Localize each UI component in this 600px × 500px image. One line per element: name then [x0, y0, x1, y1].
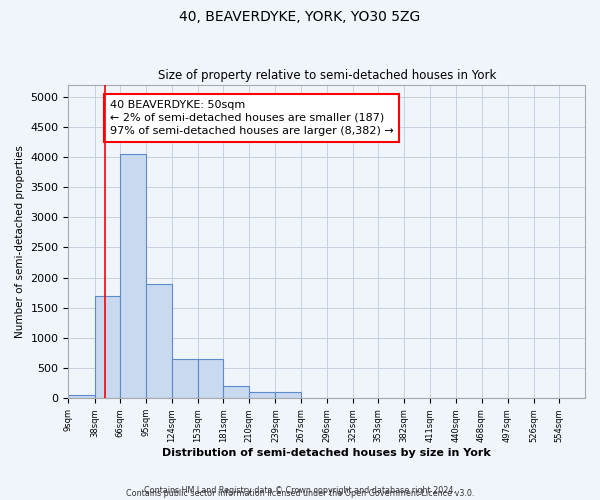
Bar	[68, 396, 95, 398]
Title: Size of property relative to semi-detached houses in York: Size of property relative to semi-detach…	[158, 69, 496, 82]
Bar	[95, 296, 120, 398]
Y-axis label: Number of semi-detached properties: Number of semi-detached properties	[15, 145, 25, 338]
Text: 40 BEAVERDYKE: 50sqm
← 2% of semi-detached houses are smaller (187)
97% of semi-: 40 BEAVERDYKE: 50sqm ← 2% of semi-detach…	[110, 100, 394, 136]
X-axis label: Distribution of semi-detached houses by size in York: Distribution of semi-detached houses by …	[163, 448, 491, 458]
Text: 40, BEAVERDYKE, YORK, YO30 5ZG: 40, BEAVERDYKE, YORK, YO30 5ZG	[179, 10, 421, 24]
Bar	[198, 359, 223, 399]
Text: Contains public sector information licensed under the Open Government Licence v3: Contains public sector information licen…	[126, 488, 474, 498]
Bar	[146, 284, 172, 399]
Text: Contains HM Land Registry data © Crown copyright and database right 2024.: Contains HM Land Registry data © Crown c…	[144, 486, 456, 495]
Bar	[172, 359, 198, 399]
Bar	[275, 392, 301, 398]
Bar	[120, 154, 146, 398]
Bar	[250, 392, 275, 398]
Bar	[223, 386, 250, 398]
